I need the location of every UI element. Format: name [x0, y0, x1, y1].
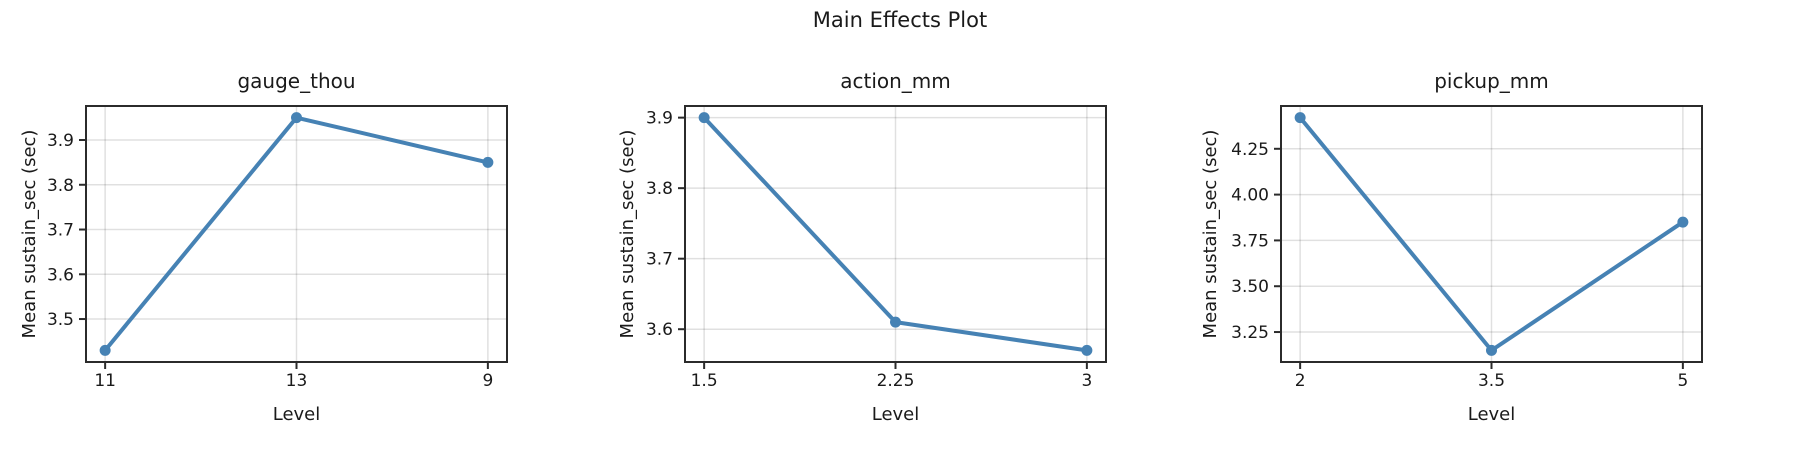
y-tick-label: 3.75 — [1231, 231, 1269, 251]
y-axis-label: Mean sustain_sec (sec) — [19, 130, 40, 339]
y-tick-label: 3.7 — [47, 221, 74, 241]
x-tick-label: 3 — [1081, 371, 1092, 391]
y-axis-label: Mean sustain_sec (sec) — [1200, 130, 1221, 339]
x-tick-label: 2.25 — [877, 371, 915, 391]
y-tick-label: 3.50 — [1231, 277, 1269, 297]
y-axis-label: Mean sustain_sec (sec) — [617, 130, 638, 339]
x-tick-label: 9 — [482, 371, 493, 391]
y-tick-label: 3.9 — [646, 109, 673, 129]
subplot-title: pickup_mm — [1434, 69, 1549, 93]
x-axis-label: Level — [273, 404, 321, 425]
x-tick-label: 13 — [286, 371, 308, 391]
data-point — [482, 156, 494, 168]
plot-spines — [85, 105, 508, 363]
data-point — [1677, 216, 1689, 228]
figure-title: Main Effects Plot — [812, 8, 988, 32]
x-tick-label: 2 — [1295, 371, 1306, 391]
x-tick-label: 11 — [94, 371, 116, 391]
x-tick-label: 3.5 — [1478, 371, 1505, 391]
y-tick-label: 4.00 — [1231, 186, 1269, 206]
data-point — [1486, 344, 1497, 356]
y-tick-label: 3.8 — [646, 179, 673, 199]
y-tick-label: 4.25 — [1231, 140, 1269, 160]
subplot-gauge_thou: 11 13 9 3.5 3.6 3.7 3.8 3.9 gauge_thou Level Mean … — [19, 69, 508, 425]
y-tick-label: 3.25 — [1231, 323, 1269, 343]
data-point — [1294, 112, 1306, 124]
data-point — [291, 112, 302, 124]
y-tick-label: 3.6 — [646, 320, 673, 340]
data-point — [1081, 344, 1093, 356]
y-tick-label: 3.9 — [47, 131, 74, 151]
y-tick-label: 3.6 — [47, 265, 74, 285]
plot-spines — [684, 105, 1107, 363]
subplot-action_mm: 1.5 2.25 3 3.6 3.7 3.8 3.9 action_mm Level Mean s… — [617, 69, 1107, 425]
y-tick-label: 3.8 — [47, 176, 74, 196]
subplot-title: action_mm — [840, 69, 951, 93]
x-axis-label: Level — [1468, 404, 1516, 425]
y-tick-label: 3.7 — [646, 250, 673, 270]
data-point — [698, 112, 710, 124]
x-tick-label: 5 — [1677, 371, 1688, 391]
data-point — [890, 316, 901, 328]
data-point — [99, 344, 111, 356]
y-tick-label: 3.5 — [47, 310, 74, 330]
x-axis-label: Level — [872, 404, 920, 425]
plot-spines — [1280, 105, 1703, 363]
subplot-title: gauge_thou — [237, 69, 355, 93]
subplot-pickup_mm: 2 3.5 5 3.25 3.50 3.75 4.00 4.25 pickup_mm Level M… — [1200, 69, 1703, 425]
x-tick-label: 1.5 — [691, 371, 718, 391]
